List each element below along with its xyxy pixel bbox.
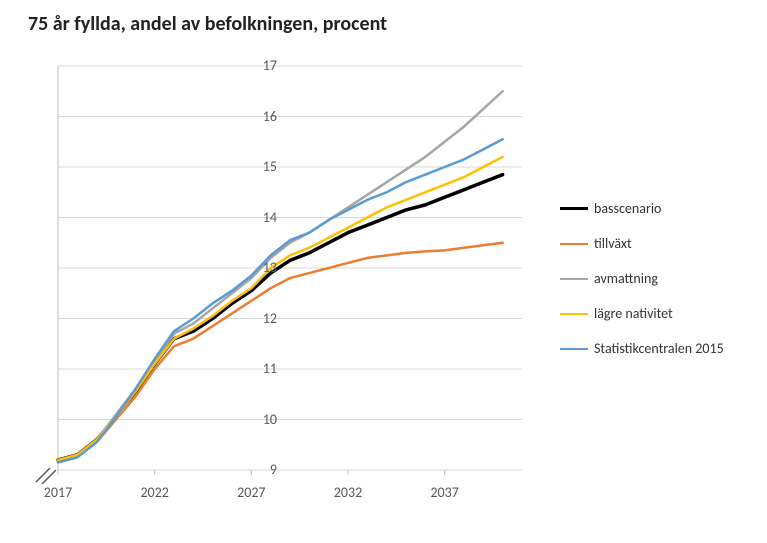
y-tick-label: 17 xyxy=(247,57,277,74)
y-tick-label: 14 xyxy=(247,209,277,226)
legend-label: lägre nativitet xyxy=(594,305,673,322)
line-chart-svg xyxy=(50,58,530,478)
legend-item-lagre_nativitet: lägre nativitet xyxy=(560,305,724,322)
legend-label: basscenario xyxy=(594,200,661,217)
legend: basscenario tillväxt avmattning lägre nativ… xyxy=(560,200,724,375)
legend-item-tillvaxt: tillväxt xyxy=(560,235,724,252)
chart-container: 75 år fyllda, andel av befolkningen, pro… xyxy=(0,0,767,543)
x-tick-label: 2027 xyxy=(237,484,265,501)
y-tick-label: 16 xyxy=(247,108,277,125)
legend-swatch xyxy=(560,278,588,280)
legend-swatch xyxy=(560,243,588,245)
chart-title: 75 år fyllda, andel av befolkningen, pro… xyxy=(28,12,387,36)
legend-item-avmattning: avmattning xyxy=(560,270,724,287)
legend-label: tillväxt xyxy=(594,235,632,252)
legend-swatch xyxy=(560,207,588,210)
y-tick-label: 15 xyxy=(247,158,277,175)
plot-area xyxy=(50,58,530,478)
y-tick-label: 12 xyxy=(247,310,277,327)
legend-label: avmattning xyxy=(594,270,658,287)
legend-swatch xyxy=(560,348,588,350)
x-tick-label: 2022 xyxy=(140,484,168,501)
legend-item-statistikcentralen: Statistikcentralen 2015 xyxy=(560,340,724,357)
legend-swatch xyxy=(560,313,588,315)
x-tick-label: 2032 xyxy=(334,484,362,501)
y-tick-label: 10 xyxy=(247,411,277,428)
x-tick-label: 2037 xyxy=(430,484,458,501)
y-tick-label: 11 xyxy=(247,360,277,377)
legend-label: Statistikcentralen 2015 xyxy=(594,340,724,357)
series-tillvaxt xyxy=(58,243,503,460)
y-tick-label: 9 xyxy=(247,461,277,478)
y-tick-label: 13 xyxy=(247,259,277,276)
axis-break-icon xyxy=(34,462,60,488)
legend-item-basscenario: basscenario xyxy=(560,200,724,217)
